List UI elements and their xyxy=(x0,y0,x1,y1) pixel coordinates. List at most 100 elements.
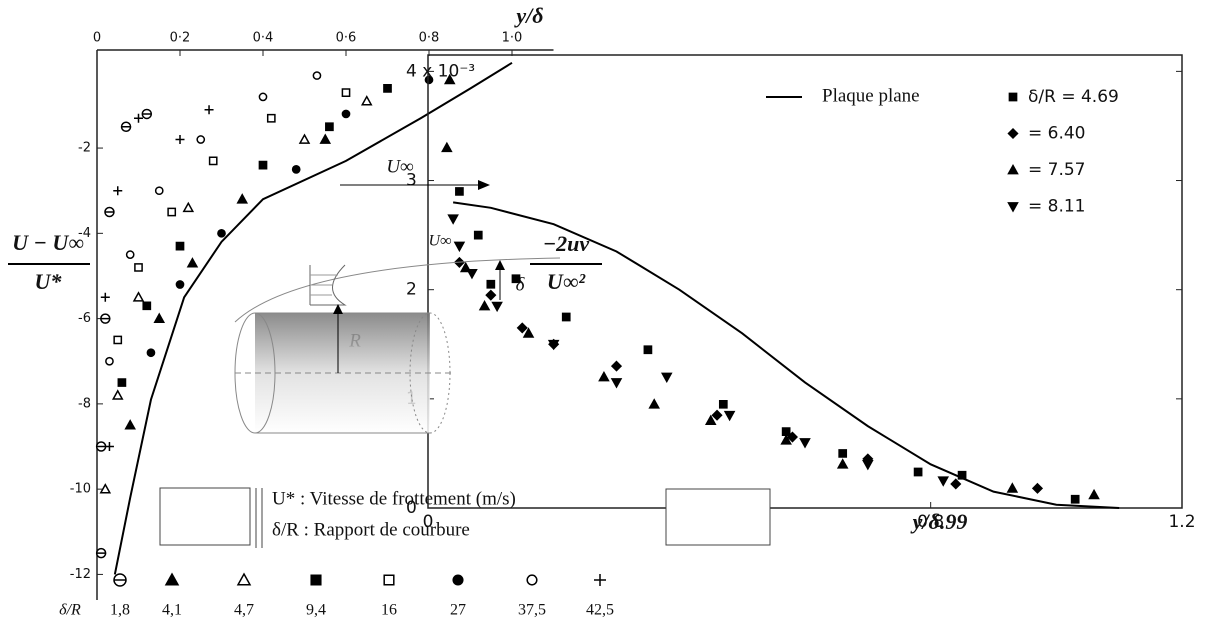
data-point xyxy=(142,301,152,311)
data-point xyxy=(957,470,967,480)
legend-label: 27 xyxy=(450,602,466,619)
data-point xyxy=(186,257,199,268)
data-point xyxy=(319,133,332,144)
x-tick-label: 0·2 xyxy=(170,31,191,46)
data-point xyxy=(937,476,950,487)
data-point xyxy=(780,434,792,445)
legend-marker xyxy=(1008,92,1018,102)
y-tick-label: -6 xyxy=(78,311,91,326)
legend-label: δ/R = 4.69 xyxy=(1028,87,1119,107)
data-point xyxy=(478,300,491,311)
y-axis-label-top: −2uv xyxy=(543,231,590,256)
data-point xyxy=(95,547,107,559)
legend-marker xyxy=(1007,202,1019,213)
data-point xyxy=(453,241,466,253)
data-point xyxy=(383,84,392,93)
data-point xyxy=(516,322,528,334)
data-point xyxy=(718,399,728,409)
data-point xyxy=(799,438,811,449)
data-point xyxy=(125,250,135,259)
data-point xyxy=(124,419,136,430)
data-point xyxy=(99,483,112,494)
curve xyxy=(452,201,1120,509)
chart-b: 00.40.81.201234 x 10⁻³y/δ.99−2uvU∞²Plaqu… xyxy=(406,54,1196,534)
x-tick-label: 1.2 xyxy=(1168,512,1195,532)
data-point xyxy=(204,105,214,115)
data-point xyxy=(1031,482,1044,494)
x-tick-label: 0·4 xyxy=(253,31,274,46)
y-tick-label: -8 xyxy=(78,396,91,411)
data-point xyxy=(113,186,123,196)
y-tick-label: -12 xyxy=(70,567,91,582)
data-point xyxy=(1070,494,1080,504)
data-point xyxy=(836,458,849,469)
y-tick-label: 4 x 10⁻³ xyxy=(406,61,475,81)
y-axis-label-top: U − U∞ xyxy=(12,230,84,255)
data-point xyxy=(511,274,521,284)
data-point xyxy=(104,206,115,218)
data-point xyxy=(711,409,723,421)
data-point xyxy=(838,449,848,458)
legend-marker xyxy=(1007,127,1019,140)
x-tick-label: 0.8 xyxy=(917,512,944,532)
data-point xyxy=(341,109,351,119)
legend-title: δ/R xyxy=(59,602,81,619)
legend-label: 9,4 xyxy=(306,602,326,619)
data-point xyxy=(485,289,497,301)
data-point xyxy=(196,135,206,144)
annotation: U∞ xyxy=(386,156,413,177)
data-point xyxy=(134,113,143,123)
data-point xyxy=(298,133,311,144)
data-point xyxy=(491,301,503,313)
data-point xyxy=(610,378,623,389)
x-axis-label: y/δ xyxy=(513,3,543,28)
y-tick-label: 0 xyxy=(406,498,417,518)
y-tick-label: 2 xyxy=(406,280,417,300)
data-point xyxy=(111,389,124,400)
legend-marker xyxy=(1007,163,1019,175)
data-point xyxy=(175,280,185,289)
data-point xyxy=(455,187,464,196)
x-tick-label: 0 xyxy=(93,31,101,46)
data-point xyxy=(786,431,798,443)
data-point xyxy=(312,71,322,80)
legend-marker xyxy=(236,572,252,586)
legend-label: = 7.57 xyxy=(1028,160,1086,180)
legend-marker xyxy=(526,574,538,586)
y-tick-label: 3 xyxy=(406,171,417,191)
data-point xyxy=(95,441,107,452)
legend-label: 4,7 xyxy=(234,602,254,619)
data-point xyxy=(146,348,156,358)
data-point xyxy=(175,135,185,145)
data-point xyxy=(117,378,127,387)
legend-label: 37,5 xyxy=(518,602,546,619)
data-point xyxy=(208,156,218,166)
data-point xyxy=(443,73,456,85)
y-axis-label-bottom: U∞² xyxy=(547,269,586,294)
data-point xyxy=(704,414,717,426)
data-point xyxy=(325,122,334,132)
data-point xyxy=(175,241,185,251)
x-tick-label: 0 xyxy=(423,512,434,532)
data-point xyxy=(950,478,962,490)
data-point xyxy=(105,356,114,366)
x-axis-label: y/δ.99 xyxy=(910,509,968,534)
x-tick-label: 0·6 xyxy=(336,31,357,46)
data-point xyxy=(154,186,164,196)
legend-label: 16 xyxy=(381,602,397,619)
data-point xyxy=(522,327,535,338)
legend-marker xyxy=(310,574,322,586)
data-point xyxy=(561,312,571,322)
data-point xyxy=(360,95,373,106)
annotation: δ/R : Rapport de courbure xyxy=(272,519,470,540)
data-point xyxy=(648,398,660,409)
y-axis-label-bottom: U* xyxy=(35,269,63,294)
data-point xyxy=(547,339,560,351)
legend-marker xyxy=(383,574,395,586)
legend-label: = 8.11 xyxy=(1028,197,1086,217)
data-point xyxy=(236,193,249,204)
data-point xyxy=(182,201,195,213)
y-tick-label: -4 xyxy=(78,226,91,241)
data-point xyxy=(167,207,177,217)
